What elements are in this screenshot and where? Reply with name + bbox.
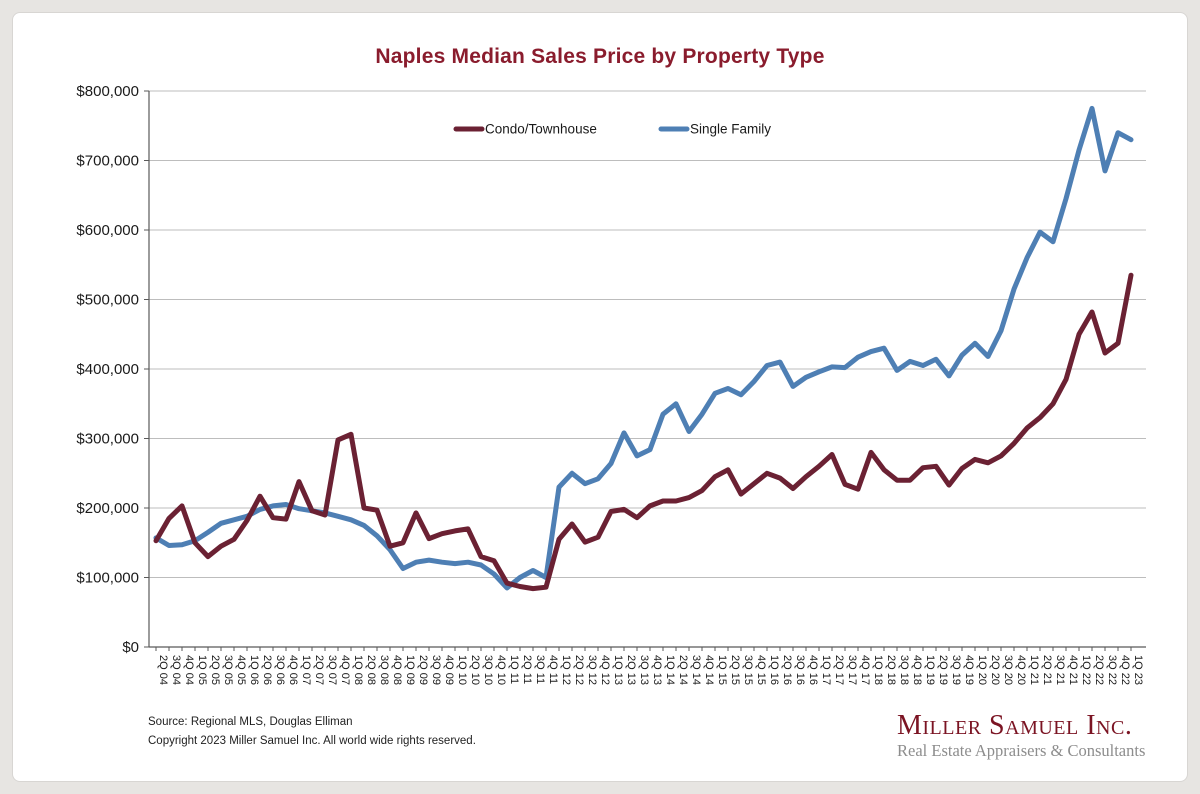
x-axis-label: 3Q 17 xyxy=(846,655,858,685)
x-axis-label: 3Q 22 xyxy=(1106,655,1118,685)
x-axis-label: 2Q 17 xyxy=(833,655,845,685)
x-axis-label: 3Q 16 xyxy=(794,655,806,685)
x-axis-label: 3Q 15 xyxy=(742,655,754,685)
x-axis-label: 4Q 14 xyxy=(703,655,715,685)
x-axis-label: 3Q 08 xyxy=(378,655,390,685)
x-axis-label: 2Q 07 xyxy=(313,655,325,685)
x-axis-label: 3Q 18 xyxy=(898,655,910,685)
x-axis-label: 4Q 19 xyxy=(963,655,975,685)
x-axis-label: 4Q 05 xyxy=(235,655,247,685)
x-axis-label: 4Q 16 xyxy=(807,655,819,685)
x-axis-label: 1Q 21 xyxy=(1028,655,1040,685)
x-axis-label: 2Q 18 xyxy=(885,655,897,685)
x-axis-label: 1Q 23 xyxy=(1132,655,1144,685)
x-axis-label: 3Q 04 xyxy=(170,655,182,685)
x-axis-label: 3Q 11 xyxy=(534,655,546,684)
x-axis-label: 1Q 17 xyxy=(820,655,832,685)
source-note: Source: Regional MLS, Douglas Elliman xyxy=(148,716,353,728)
x-axis-label: 1Q 14 xyxy=(664,655,676,685)
x-axis-label: 2Q 06 xyxy=(261,655,273,685)
x-axis-label: 2Q 16 xyxy=(781,655,793,685)
x-axis-label: 3Q 13 xyxy=(638,655,650,685)
x-axis-label: 2Q 21 xyxy=(1041,655,1053,685)
y-axis-label: $700,000 xyxy=(76,153,139,170)
x-axis-label: 1Q 13 xyxy=(612,655,624,685)
x-axis-label: 2Q 10 xyxy=(469,655,481,685)
x-axis-label: 1Q 19 xyxy=(924,655,936,685)
chart-card: $0 $100,000 $200,000 $300,000 $400,000 $500,0… xyxy=(12,12,1188,782)
x-axis-label: 3Q 06 xyxy=(274,655,286,685)
x-axis-label: 4Q 12 xyxy=(599,655,611,685)
x-axis-label: 2Q 20 xyxy=(989,655,1001,685)
company-name: Miller Samuel Inc. xyxy=(897,710,1133,741)
price-chart: $0 $100,000 $200,000 $300,000 $400,000 $500,0… xyxy=(76,83,1146,685)
x-axis-label: 3Q 20 xyxy=(1002,655,1014,685)
x-axis-label: 4Q 04 xyxy=(183,655,195,685)
x-axis-label: 4Q 21 xyxy=(1067,655,1079,685)
x-axis-label: 1Q 11 xyxy=(508,655,520,684)
x-axis-label: 3Q 05 xyxy=(222,655,234,685)
x-axis-label: 4Q 18 xyxy=(911,655,923,685)
company-logo: Miller Samuel Inc. Real Estate Appraiser… xyxy=(897,711,1147,761)
x-axis-label: 3Q 07 xyxy=(326,655,338,685)
y-axis-label: $100,000 xyxy=(76,570,139,587)
x-axis-label: 3Q 19 xyxy=(950,655,962,685)
x-axis-label: 2Q 04 xyxy=(157,655,169,685)
x-axis-label: 2Q 22 xyxy=(1093,655,1105,685)
x-axis-label: 3Q 14 xyxy=(690,655,702,685)
x-axis-label: 1Q 09 xyxy=(404,655,416,685)
legend-label-single-family: Single Family xyxy=(690,122,771,137)
x-axis-label: 1Q 20 xyxy=(976,655,988,685)
x-axis-label: 1Q 16 xyxy=(768,655,780,685)
x-axis-label: 2Q 09 xyxy=(417,655,429,685)
x-axis-label: 1Q 06 xyxy=(248,655,260,685)
x-axis-label: 1Q 18 xyxy=(872,655,884,685)
x-axis-label: 3Q 09 xyxy=(430,655,442,685)
x-axis-label: 1Q 12 xyxy=(560,655,572,685)
x-axis-label: 1Q 10 xyxy=(456,655,468,685)
copyright-note: Copyright 2023 Miller Samuel Inc. All wo… xyxy=(148,735,476,747)
y-axis-label: $500,000 xyxy=(76,292,139,309)
condo-townhouse-line xyxy=(153,272,1134,592)
x-axis-label: 4Q 17 xyxy=(859,655,871,685)
x-axis-label: 2Q 14 xyxy=(677,655,689,685)
x-axis-label: 4Q 22 xyxy=(1119,655,1131,685)
chart-title: Naples Median Sales Price by Property Ty… xyxy=(375,45,825,68)
x-axis-label: 4Q 20 xyxy=(1015,655,1027,685)
x-axis-label: 3Q 10 xyxy=(482,655,494,685)
y-axis-label: $300,000 xyxy=(76,431,139,448)
x-axis-label: 1Q 05 xyxy=(196,655,208,685)
x-axis-label: 4Q 10 xyxy=(495,655,507,685)
y-axis-label: $200,000 xyxy=(76,500,139,517)
x-axis-label: 4Q 08 xyxy=(391,655,403,685)
company-tagline: Real Estate Appraisers & Consultants xyxy=(897,741,1146,760)
x-axis-label: 4Q 09 xyxy=(443,655,455,685)
y-axis-label: $400,000 xyxy=(76,361,139,378)
x-axis-label: 2Q 11 xyxy=(521,655,533,684)
x-axis-label: 3Q 12 xyxy=(586,655,598,685)
footer-notes: Source: Regional MLS, Douglas Elliman Co… xyxy=(148,713,476,751)
y-axis-label: $800,000 xyxy=(76,83,139,100)
x-axis-label: 4Q 06 xyxy=(287,655,299,685)
x-axis-label: 1Q 22 xyxy=(1080,655,1092,685)
x-axis-label: 4Q 13 xyxy=(651,655,663,685)
x-axis-label: 4Q 07 xyxy=(339,655,351,685)
x-axis-label: 2Q 12 xyxy=(573,655,585,685)
x-axis-label: 4Q 11 xyxy=(547,655,559,684)
legend-label-condo-townhouse: Condo/Townhouse xyxy=(485,122,597,137)
x-axis-label: 2Q 13 xyxy=(625,655,637,685)
x-axis-label: 2Q 05 xyxy=(209,655,221,685)
x-axis-label: 2Q 15 xyxy=(729,655,741,685)
x-axis-label: 2Q 08 xyxy=(365,655,377,685)
x-axis-label: 2Q 19 xyxy=(937,655,949,685)
y-axis-label: $600,000 xyxy=(76,222,139,239)
y-axis-label: $0 xyxy=(122,639,139,656)
x-axis-label: 3Q 21 xyxy=(1054,655,1066,685)
single-family-line xyxy=(153,105,1134,591)
x-axis-label: 1Q 15 xyxy=(716,655,728,685)
x-axis-label: 4Q 15 xyxy=(755,655,767,685)
x-axis-label: 1Q 08 xyxy=(352,655,364,685)
x-axis-label: 1Q 07 xyxy=(300,655,312,685)
